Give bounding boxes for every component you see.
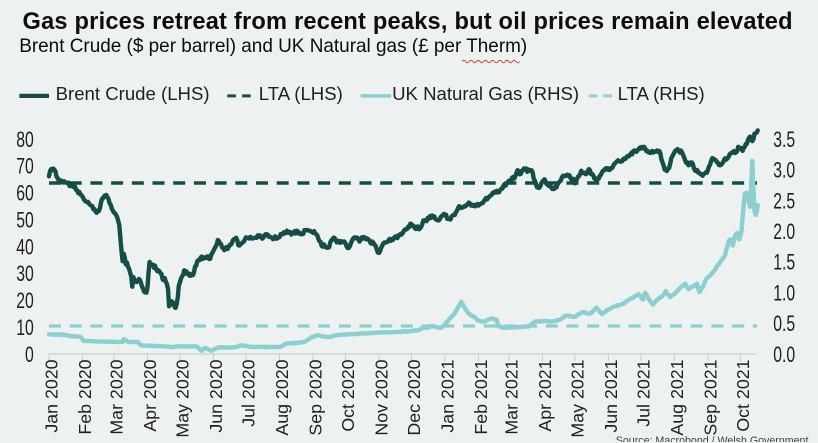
svg-text:Mar 2020: Mar 2020 <box>107 359 127 434</box>
svg-text:2.5: 2.5 <box>773 189 795 214</box>
svg-text:0: 0 <box>25 342 34 367</box>
svg-text:Mar 2021: Mar 2021 <box>502 359 522 434</box>
svg-text:Apr 2020: Apr 2020 <box>140 359 160 431</box>
svg-text:Feb 2020: Feb 2020 <box>75 359 95 434</box>
svg-text:Jul 2020: Jul 2020 <box>239 359 259 426</box>
svg-text:Apr 2021: Apr 2021 <box>535 359 555 431</box>
svg-text:60: 60 <box>16 181 34 206</box>
svg-text:Jan 2020: Jan 2020 <box>42 359 62 432</box>
svg-text:Jan 2021: Jan 2021 <box>438 359 458 432</box>
svg-text:40: 40 <box>16 235 34 260</box>
svg-text:Feb 2021: Feb 2021 <box>471 359 491 434</box>
svg-text:Sep 2020: Sep 2020 <box>306 359 326 435</box>
svg-text:Dec 2020: Dec 2020 <box>404 359 424 435</box>
svg-text:1.0: 1.0 <box>773 281 795 306</box>
svg-text:0.0: 0.0 <box>773 342 795 367</box>
svg-text:Nov 2020: Nov 2020 <box>372 359 392 435</box>
svg-text:Oct 2021: Oct 2021 <box>733 359 753 431</box>
svg-text:3.0: 3.0 <box>773 158 795 183</box>
svg-text:10: 10 <box>16 315 34 340</box>
svg-text:70: 70 <box>16 154 34 179</box>
svg-text:1.5: 1.5 <box>773 250 795 275</box>
svg-text:Aug 2020: Aug 2020 <box>272 359 292 435</box>
svg-text:May 2021: May 2021 <box>568 359 588 437</box>
svg-text:Oct 2020: Oct 2020 <box>338 359 358 431</box>
svg-text:30: 30 <box>16 262 34 287</box>
svg-text:May 2020: May 2020 <box>173 359 193 437</box>
svg-text:Jun 2021: Jun 2021 <box>601 359 621 432</box>
svg-text:80: 80 <box>16 127 34 152</box>
svg-text:20: 20 <box>16 288 34 313</box>
svg-text:0.5: 0.5 <box>773 311 795 336</box>
svg-text:50: 50 <box>16 208 34 233</box>
svg-text:Sep 2021: Sep 2021 <box>701 359 721 435</box>
svg-text:Jul 2021: Jul 2021 <box>634 359 654 426</box>
svg-text:Jun 2020: Jun 2020 <box>206 359 226 432</box>
svg-text:2.0: 2.0 <box>773 219 795 244</box>
svg-text:3.5: 3.5 <box>773 127 795 152</box>
svg-text:Aug 2021: Aug 2021 <box>667 359 687 435</box>
